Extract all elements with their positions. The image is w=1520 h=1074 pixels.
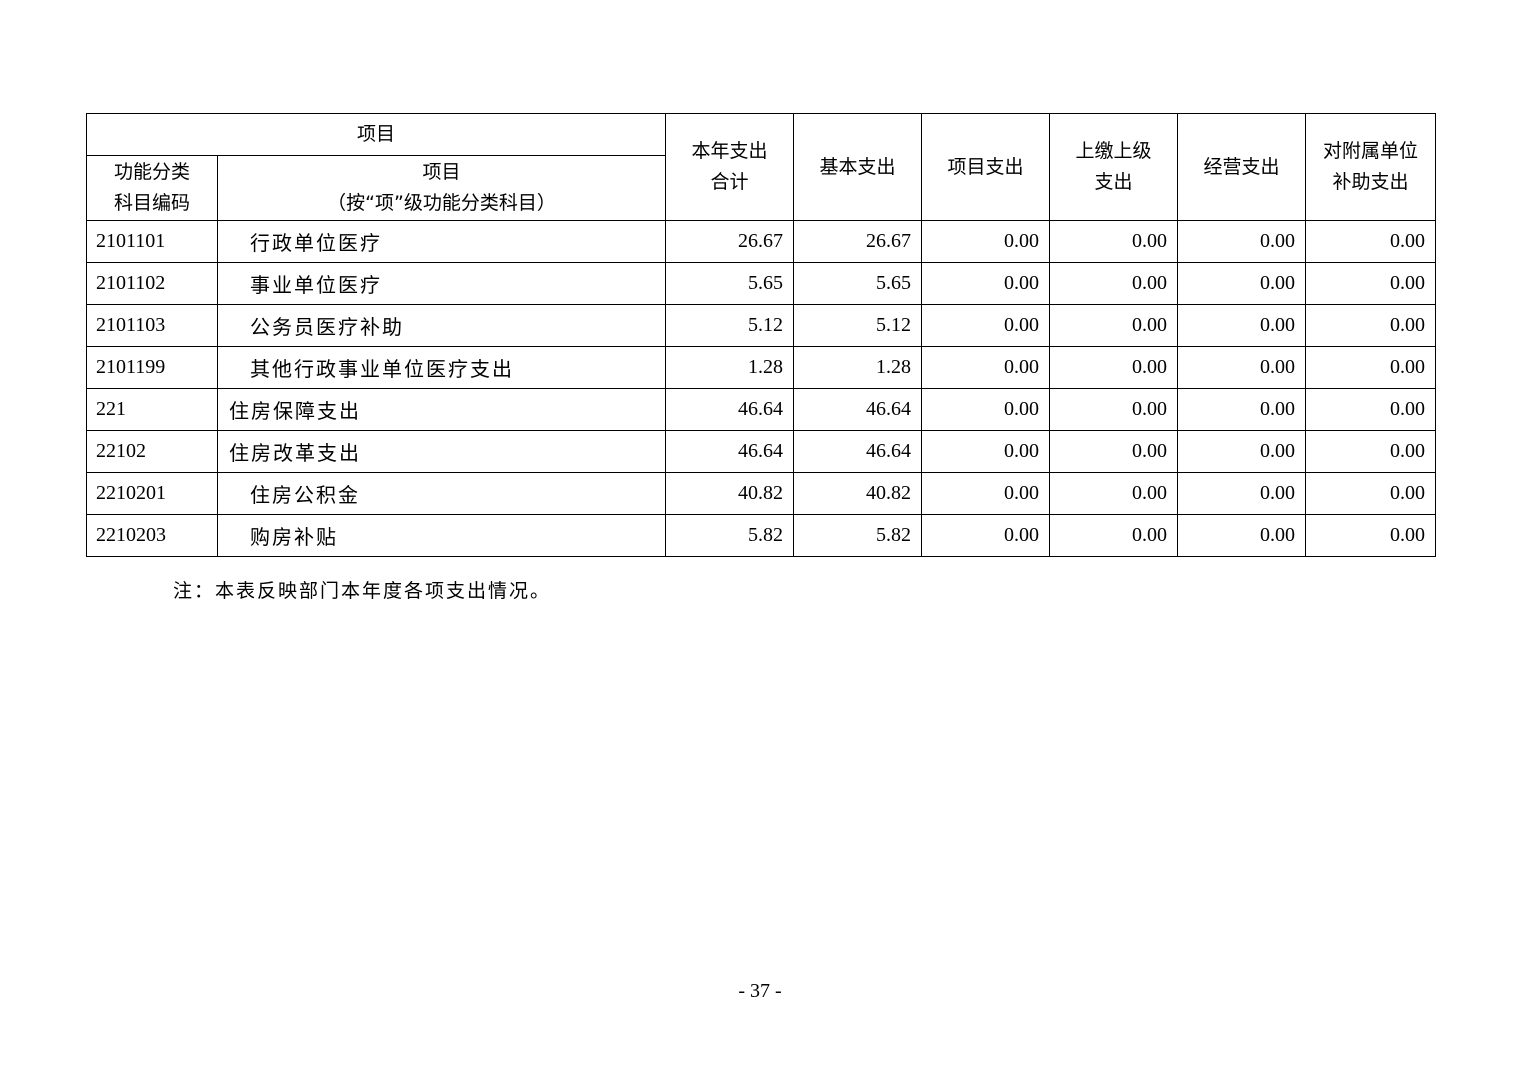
cell-name: 住房保障支出 <box>216 388 667 431</box>
table-row: 2101102 事业单位医疗 5.65 5.65 0.00 0.00 0.00 0.00 <box>86 262 1437 305</box>
cell-name: 其他行政事业单位医疗支出 <box>216 346 667 389</box>
cell-value: 0.00 <box>1177 430 1307 473</box>
table-row: 2101101 行政单位医疗 26.67 26.67 0.00 0.00 0.00 0.00 <box>86 220 1437 263</box>
cell-value: 0.00 <box>1177 514 1307 557</box>
cell-name: 公务员医疗补助 <box>216 304 667 347</box>
cell-value: 0.00 <box>1049 220 1179 263</box>
cell-name: 购房补贴 <box>216 514 667 557</box>
cell-value: 5.65 <box>793 262 923 305</box>
cell-value: 5.12 <box>665 304 795 347</box>
header-subsidy: 对附属单位 补助支出 <box>1305 113 1437 221</box>
cell-name: 住房公积金 <box>216 472 667 515</box>
cell-name: 住房改革支出 <box>216 430 667 473</box>
cell-value: 0.00 <box>921 514 1051 557</box>
cell-value: 0.00 <box>1177 304 1307 347</box>
cell-code: 2101103 <box>86 304 218 347</box>
cell-code: 2101102 <box>86 262 218 305</box>
table-row: 221 住房保障支出 46.64 46.64 0.00 0.00 0.00 0.00 <box>86 388 1437 431</box>
cell-value: 0.00 <box>921 346 1051 389</box>
header-group: 项目 <box>85 113 667 156</box>
cell-value: 1.28 <box>793 346 923 389</box>
header-project: 项目支出 <box>921 113 1051 221</box>
cell-value: 0.00 <box>1049 514 1179 557</box>
cell-value: 0.00 <box>1305 514 1437 557</box>
cell-value: 0.00 <box>1305 262 1437 305</box>
header-total: 本年支出 合计 <box>665 113 795 221</box>
cell-value: 0.00 <box>1305 430 1437 473</box>
cell-value: 0.00 <box>921 430 1051 473</box>
cell-value: 0.00 <box>1305 388 1437 431</box>
table-row: 2101199 其他行政事业单位医疗支出 1.28 1.28 0.00 0.00 0.00 0… <box>86 346 1437 389</box>
cell-value: 26.67 <box>665 220 795 263</box>
cell-value: 0.00 <box>1049 346 1179 389</box>
cell-value: 26.67 <box>793 220 923 263</box>
cell-value: 0.00 <box>921 388 1051 431</box>
table-note: 注：本表反映部门本年度各项支出情况。 <box>173 581 552 602</box>
header-name: 项目 （按“项”级功能分类科目） <box>216 155 667 221</box>
cell-value: 40.82 <box>665 472 795 515</box>
cell-value: 0.00 <box>921 262 1051 305</box>
cell-value: 5.65 <box>665 262 795 305</box>
cell-value: 46.64 <box>793 388 923 431</box>
cell-value: 0.00 <box>1049 262 1179 305</box>
table-row: 2101103 公务员医疗补助 5.12 5.12 0.00 0.00 0.00 0.00 <box>86 304 1437 347</box>
table-row: 22102 住房改革支出 46.64 46.64 0.00 0.00 0.00 0.00 <box>86 430 1437 473</box>
cell-value: 0.00 <box>921 304 1051 347</box>
cell-value: 0.00 <box>1049 304 1179 347</box>
cell-code: 2101199 <box>86 346 218 389</box>
table-row: 2210203 购房补贴 5.82 5.82 0.00 0.00 0.00 0.00 <box>86 514 1437 557</box>
cell-value: 5.82 <box>793 514 923 557</box>
cell-value: 5.82 <box>665 514 795 557</box>
header-basic: 基本支出 <box>793 113 923 221</box>
header-operating: 经营支出 <box>1177 113 1307 221</box>
page-number: - 37 - <box>738 980 782 1002</box>
cell-value: 0.00 <box>1049 430 1179 473</box>
cell-value: 0.00 <box>921 220 1051 263</box>
cell-name: 行政单位医疗 <box>216 220 667 263</box>
cell-value: 0.00 <box>1177 220 1307 263</box>
cell-value: 5.12 <box>793 304 923 347</box>
cell-value: 40.82 <box>793 472 923 515</box>
cell-value: 46.64 <box>793 430 923 473</box>
cell-code: 2210203 <box>86 514 218 557</box>
cell-value: 46.64 <box>665 430 795 473</box>
cell-value: 0.00 <box>1049 472 1179 515</box>
cell-value: 46.64 <box>665 388 795 431</box>
cell-value: 0.00 <box>1049 388 1179 431</box>
cell-code: 22102 <box>86 430 218 473</box>
table-row: 2210201 住房公积金 40.82 40.82 0.00 0.00 0.00 0.00 <box>86 472 1437 515</box>
cell-value: 0.00 <box>1305 346 1437 389</box>
cell-name: 事业单位医疗 <box>216 262 667 305</box>
cell-value: 0.00 <box>1177 388 1307 431</box>
cell-code: 221 <box>86 388 218 431</box>
cell-value: 0.00 <box>1305 304 1437 347</box>
expenditure-table: 项目 本年支出 合计 基本支出 项目支出 上缴上级 支出 经营支出 对附属单位 补助支… <box>85 113 1437 557</box>
cell-value: 1.28 <box>665 346 795 389</box>
header-upper: 上缴上级 支出 <box>1049 113 1179 221</box>
cell-code: 2101101 <box>86 220 218 263</box>
cell-code: 2210201 <box>86 472 218 515</box>
cell-value: 0.00 <box>921 472 1051 515</box>
cell-value: 0.00 <box>1305 220 1437 263</box>
cell-value: 0.00 <box>1305 472 1437 515</box>
cell-value: 0.00 <box>1177 472 1307 515</box>
cell-value: 0.00 <box>1177 346 1307 389</box>
header-code: 功能分类 科目编码 <box>86 155 218 221</box>
cell-value: 0.00 <box>1177 262 1307 305</box>
